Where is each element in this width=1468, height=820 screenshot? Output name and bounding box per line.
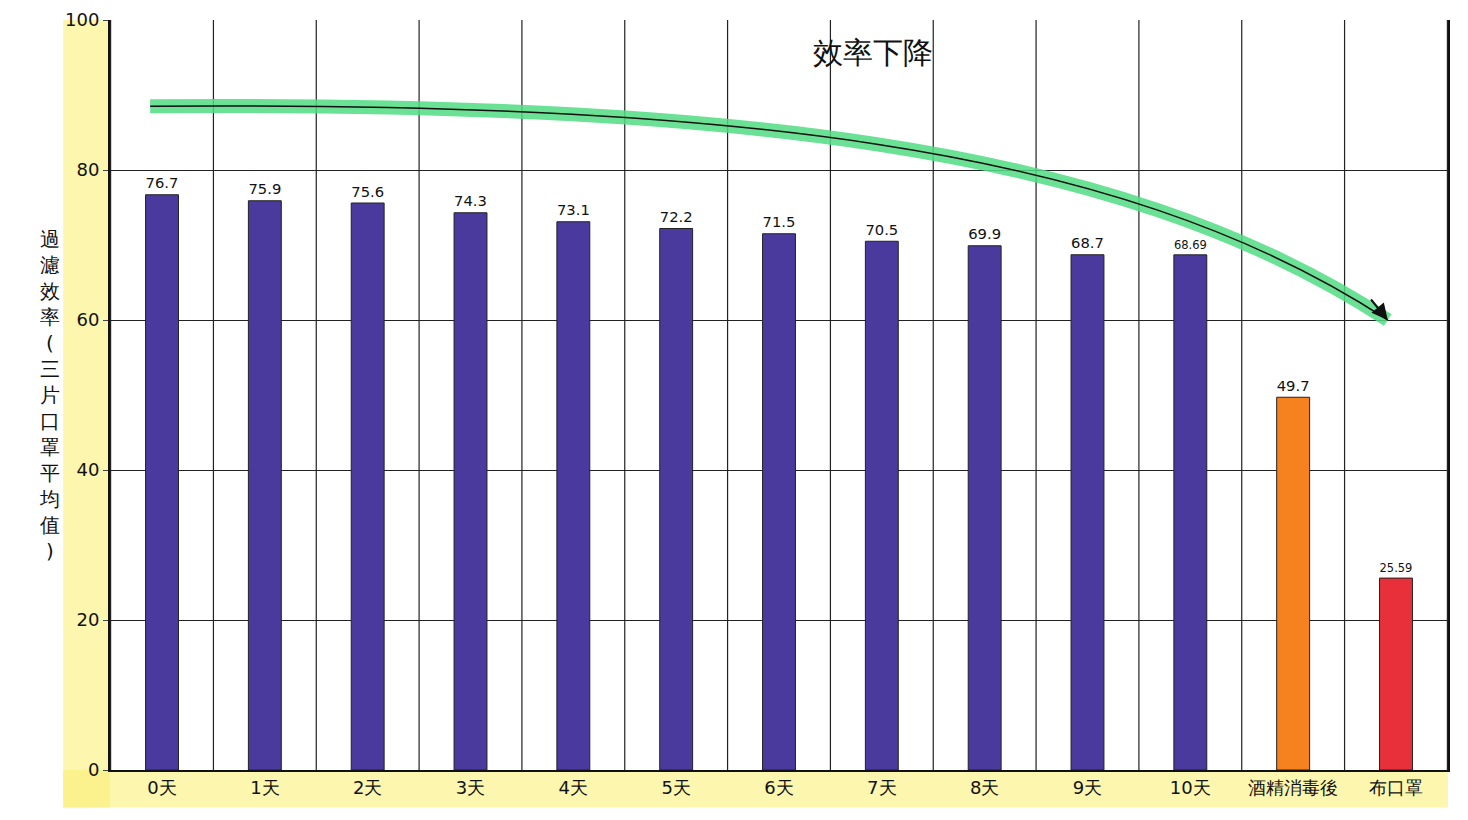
svg-text:40: 40 xyxy=(76,459,99,480)
svg-text:9天: 9天 xyxy=(1073,777,1102,798)
svg-text:72.2: 72.2 xyxy=(660,208,693,225)
svg-text:68.69: 68.69 xyxy=(1174,238,1207,252)
svg-text:1天: 1天 xyxy=(250,777,279,798)
svg-text:4天: 4天 xyxy=(559,777,588,798)
svg-text:70.5: 70.5 xyxy=(865,221,898,238)
svg-text:68.7: 68.7 xyxy=(1071,234,1104,251)
svg-text:60: 60 xyxy=(76,309,99,330)
svg-text:0天: 0天 xyxy=(147,777,176,798)
svg-text:49.7: 49.7 xyxy=(1277,377,1310,394)
svg-text:過濾效率(三片口罩平均值): 過濾效率(三片口罩平均值) xyxy=(39,227,60,563)
svg-text:8天: 8天 xyxy=(970,777,999,798)
svg-text:0: 0 xyxy=(88,759,99,780)
svg-text:75.9: 75.9 xyxy=(248,180,281,197)
svg-text:71.5: 71.5 xyxy=(763,213,796,230)
svg-text:20: 20 xyxy=(76,609,99,630)
svg-text:2天: 2天 xyxy=(353,777,382,798)
svg-text:效率下降: 效率下降 xyxy=(813,35,933,70)
svg-text:布口罩: 布口罩 xyxy=(1369,777,1423,798)
svg-text:75.6: 75.6 xyxy=(351,183,384,200)
svg-text:7天: 7天 xyxy=(867,777,896,798)
svg-text:74.3: 74.3 xyxy=(454,192,487,209)
svg-text:73.1: 73.1 xyxy=(557,201,590,218)
svg-text:5天: 5天 xyxy=(661,777,690,798)
svg-text:100: 100 xyxy=(65,9,99,30)
svg-text:76.7: 76.7 xyxy=(146,174,179,191)
svg-text:3天: 3天 xyxy=(456,777,485,798)
svg-text:酒精消毒後: 酒精消毒後 xyxy=(1248,777,1338,798)
svg-text:25.59: 25.59 xyxy=(1380,561,1413,575)
svg-text:80: 80 xyxy=(76,159,99,180)
svg-text:69.9: 69.9 xyxy=(968,225,1001,242)
svg-text:6天: 6天 xyxy=(764,777,793,798)
svg-text:10天: 10天 xyxy=(1170,777,1211,798)
